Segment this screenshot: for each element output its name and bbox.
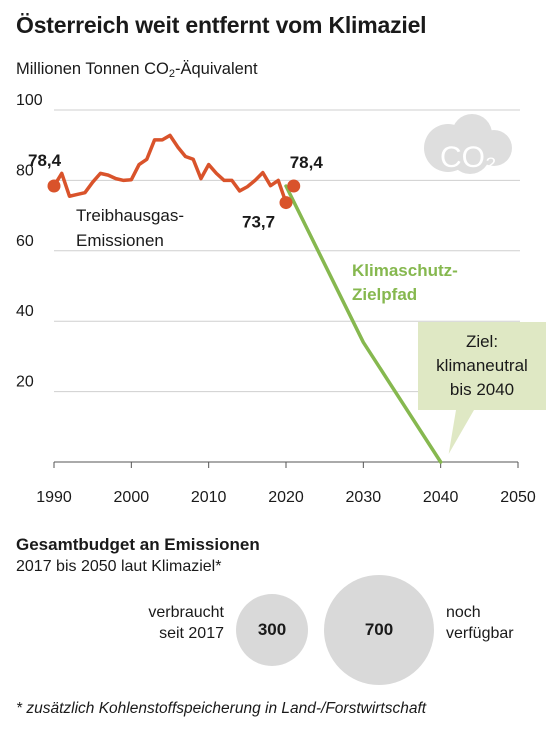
remaining-label: noch verfügbar xyxy=(446,602,514,644)
x-tick-label-2020: 2020 xyxy=(268,489,304,506)
used-label: verbraucht seit 2017 xyxy=(148,602,224,644)
remaining-budget-value: 700 xyxy=(364,620,394,639)
x-tick-label-2000: 2000 xyxy=(114,489,150,506)
used-label-line-2: seit 2017 xyxy=(159,625,224,642)
series-label-emissions-line-1: Treibhausgas- xyxy=(76,206,184,225)
series-label-emissions-line-2: Emissionen xyxy=(76,231,164,250)
remaining-label-line-1: noch xyxy=(446,604,481,621)
series-line-0 xyxy=(52,133,288,205)
chart-subtitle: Millionen Tonnen CO2-Äquivalent xyxy=(16,60,258,80)
subtitle-unit: Millionen Tonnen CO xyxy=(16,60,169,78)
subtitle-subscript: 2 xyxy=(168,68,175,80)
annotation-line-3: bis 2040 xyxy=(450,380,514,399)
x-tick-label-2030: 2030 xyxy=(346,489,382,506)
subtitle-suffix: -Äquivalent xyxy=(175,60,258,78)
remaining-budget-circle: 700 xyxy=(324,575,434,685)
used-label-line-1: verbraucht xyxy=(148,604,224,621)
budget-title: Gesamtbudget an Emissionen xyxy=(16,535,260,554)
y-tick-label-100: 100 xyxy=(16,92,43,109)
y-tick-label-80: 80 xyxy=(16,162,34,179)
point-label-2: 78,4 xyxy=(290,153,324,172)
data-point-1 xyxy=(279,196,293,210)
y-tick-label-40: 40 xyxy=(16,303,34,320)
chart-title: Österreich weit entfernt vom Klimaziel xyxy=(16,12,427,38)
used-budget-circle: 300 xyxy=(236,594,308,666)
x-tick-label-2010: 2010 xyxy=(191,489,227,506)
y-tick-label-60: 60 xyxy=(16,233,34,250)
point-label-0: 78,4 xyxy=(28,151,62,170)
annotation-line-2: klimaneutral xyxy=(436,356,528,375)
cloud-blob-3 xyxy=(450,134,490,174)
used-budget-value: 300 xyxy=(257,620,287,639)
cloud-icon xyxy=(424,114,512,174)
series-label-target-line-1: Klimaschutz- xyxy=(352,261,458,280)
annotation-box xyxy=(418,322,546,454)
data-point-0 xyxy=(47,179,61,193)
x-tick-label-1990: 1990 xyxy=(36,489,72,506)
series-label-target-line-2: Zielpfad xyxy=(352,285,417,304)
x-tick-label-2050: 2050 xyxy=(500,489,536,506)
footnote: * zusätzlich Kohlenstoffspeicherung in L… xyxy=(16,700,427,717)
x-tick-label-2040: 2040 xyxy=(423,489,459,506)
emissions-chart: 100 80 60 40 20 1990 2000 2010 2020 2030 2040 2050 C… xyxy=(16,92,546,506)
y-tick-label-20: 20 xyxy=(16,374,34,391)
point-label-1: 73,7 xyxy=(242,213,275,232)
data-point-2 xyxy=(287,179,301,193)
annotation-line-1: Ziel: xyxy=(466,332,498,351)
series-line-1 xyxy=(284,184,443,464)
budget-subtitle: 2017 bis 2050 laut Klimaziel* xyxy=(16,558,222,575)
remaining-label-line-2: verfügbar xyxy=(446,625,514,642)
cloud-icon-label: CO₂ xyxy=(440,141,497,174)
